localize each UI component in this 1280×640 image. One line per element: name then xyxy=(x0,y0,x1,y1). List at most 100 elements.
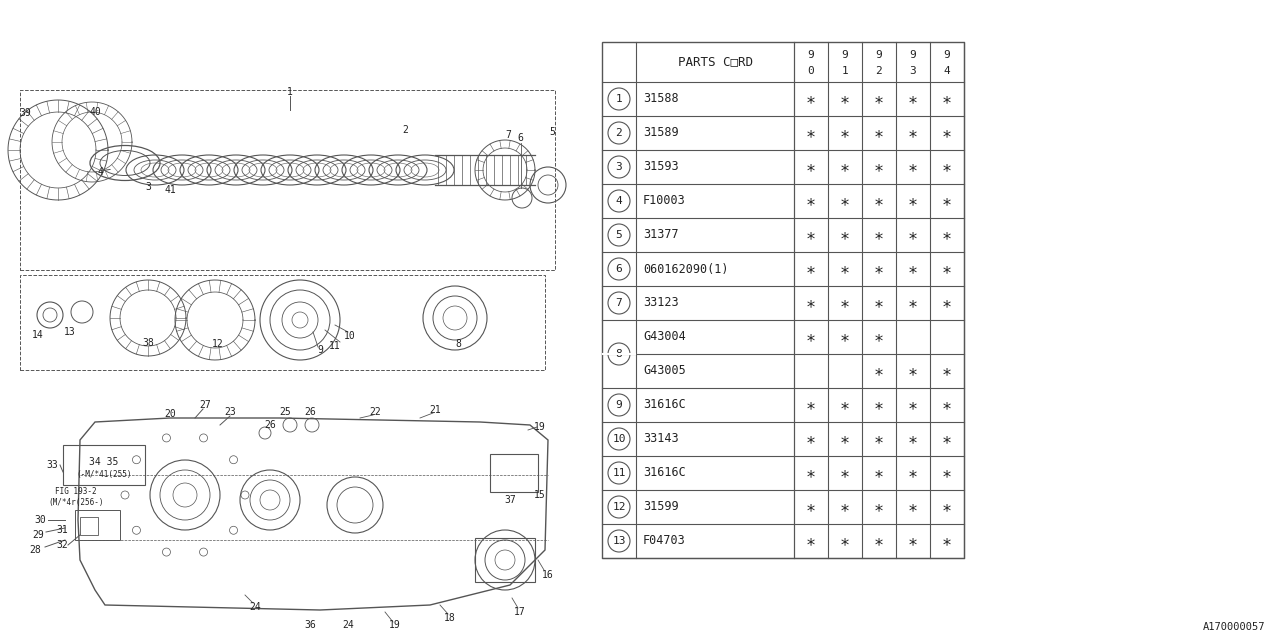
Text: 1: 1 xyxy=(842,66,849,76)
Text: ∗: ∗ xyxy=(874,90,884,108)
Text: ∗: ∗ xyxy=(874,158,884,176)
Text: 39: 39 xyxy=(19,108,31,118)
Text: 13: 13 xyxy=(612,536,626,546)
Text: ∗: ∗ xyxy=(874,294,884,312)
Text: ∗: ∗ xyxy=(806,192,817,210)
Text: 17: 17 xyxy=(515,607,526,617)
Text: ∗: ∗ xyxy=(840,464,850,482)
Text: ∗: ∗ xyxy=(908,464,918,482)
Text: ∗: ∗ xyxy=(874,260,884,278)
Text: ∗: ∗ xyxy=(806,464,817,482)
Text: ∗: ∗ xyxy=(806,90,817,108)
Text: ∗: ∗ xyxy=(942,192,952,210)
Text: ∗: ∗ xyxy=(908,90,918,108)
Text: 24: 24 xyxy=(250,602,261,612)
Text: ∗: ∗ xyxy=(942,226,952,244)
Text: ∗: ∗ xyxy=(840,294,850,312)
Text: 15: 15 xyxy=(534,490,545,500)
Text: 19: 19 xyxy=(389,620,401,630)
Text: ∗: ∗ xyxy=(806,294,817,312)
Text: ∗: ∗ xyxy=(874,124,884,142)
Text: 31: 31 xyxy=(56,525,68,535)
Text: ∗: ∗ xyxy=(942,532,952,550)
Text: 4: 4 xyxy=(943,66,950,76)
Text: 2: 2 xyxy=(876,66,882,76)
Text: ∗: ∗ xyxy=(942,158,952,176)
Text: F10003: F10003 xyxy=(643,195,686,207)
Text: 6: 6 xyxy=(517,133,524,143)
Text: 21: 21 xyxy=(429,405,440,415)
Text: ∗: ∗ xyxy=(840,90,850,108)
Text: 23: 23 xyxy=(224,407,236,417)
Text: ∗: ∗ xyxy=(806,158,817,176)
Text: 31616C: 31616C xyxy=(643,399,686,412)
Text: 28: 28 xyxy=(29,545,41,555)
Text: G43004: G43004 xyxy=(643,330,686,344)
Text: ∗: ∗ xyxy=(806,396,817,414)
Text: ∗: ∗ xyxy=(840,328,850,346)
Text: ∗: ∗ xyxy=(806,498,817,516)
Text: 9: 9 xyxy=(616,400,622,410)
Text: 2: 2 xyxy=(402,125,408,135)
Text: ∗: ∗ xyxy=(942,430,952,448)
Text: ∗: ∗ xyxy=(840,158,850,176)
Text: F04703: F04703 xyxy=(643,534,686,547)
Text: 31377: 31377 xyxy=(643,228,678,241)
Text: ∗: ∗ xyxy=(806,260,817,278)
Text: 33123: 33123 xyxy=(643,296,678,310)
Text: 19: 19 xyxy=(534,422,545,432)
Bar xyxy=(490,454,538,492)
Text: 30: 30 xyxy=(35,515,46,525)
Text: 9: 9 xyxy=(317,345,323,355)
Text: ∗: ∗ xyxy=(840,430,850,448)
Text: (M/*4r(256-): (M/*4r(256-) xyxy=(49,497,104,506)
Text: 38: 38 xyxy=(142,338,154,348)
Text: ∗: ∗ xyxy=(840,124,850,142)
Text: ∗: ∗ xyxy=(874,362,884,380)
Text: 26: 26 xyxy=(305,407,316,417)
Text: 9: 9 xyxy=(808,50,814,60)
Text: 31589: 31589 xyxy=(643,127,678,140)
Text: 14: 14 xyxy=(32,330,44,340)
Text: ∗: ∗ xyxy=(840,260,850,278)
Text: (-M/*41(255): (-M/*41(255) xyxy=(77,470,132,479)
Text: ∗: ∗ xyxy=(908,294,918,312)
Text: 31588: 31588 xyxy=(643,93,678,106)
Text: 20: 20 xyxy=(164,409,175,419)
Text: ∗: ∗ xyxy=(908,192,918,210)
Text: ∗: ∗ xyxy=(908,226,918,244)
Text: 12: 12 xyxy=(212,339,224,349)
Text: 31616C: 31616C xyxy=(643,467,686,479)
Text: ∗: ∗ xyxy=(806,532,817,550)
Text: 7: 7 xyxy=(506,130,511,140)
Text: 37: 37 xyxy=(504,495,516,505)
Text: 6: 6 xyxy=(616,264,622,274)
Text: 9: 9 xyxy=(842,50,849,60)
Text: 060162090(1): 060162090(1) xyxy=(643,262,728,275)
Text: ∗: ∗ xyxy=(942,90,952,108)
Bar xyxy=(76,510,120,540)
Text: 40: 40 xyxy=(90,107,101,117)
Text: ∗: ∗ xyxy=(942,294,952,312)
Text: 1: 1 xyxy=(616,94,622,104)
Text: 13: 13 xyxy=(64,327,76,337)
Text: FIG 193-2: FIG 193-2 xyxy=(55,488,97,497)
Text: ∗: ∗ xyxy=(840,226,850,244)
Bar xyxy=(79,517,99,535)
Text: 10: 10 xyxy=(344,331,356,341)
Text: ∗: ∗ xyxy=(908,532,918,550)
Text: 18: 18 xyxy=(444,613,456,623)
Text: 0: 0 xyxy=(808,66,814,76)
Text: 9: 9 xyxy=(910,50,916,60)
Text: 36: 36 xyxy=(305,620,316,630)
Text: 7: 7 xyxy=(616,298,622,308)
Text: 4: 4 xyxy=(616,196,622,206)
Text: ∗: ∗ xyxy=(874,226,884,244)
Text: 1: 1 xyxy=(287,87,293,97)
Text: ∗: ∗ xyxy=(908,396,918,414)
Text: ∗: ∗ xyxy=(908,498,918,516)
Text: ∗: ∗ xyxy=(874,430,884,448)
Text: A170000057: A170000057 xyxy=(1202,622,1265,632)
Text: ∗: ∗ xyxy=(908,158,918,176)
Text: 3: 3 xyxy=(145,182,151,192)
